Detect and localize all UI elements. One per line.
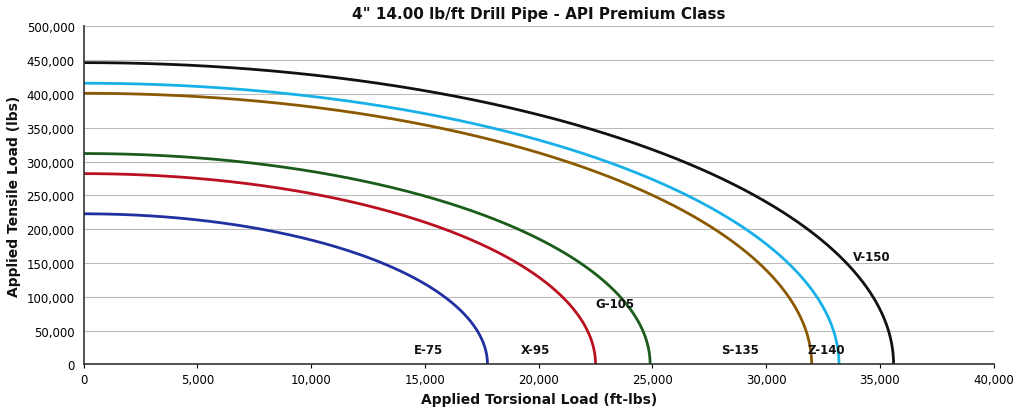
Text: X-95: X-95 [521,343,550,356]
Title: 4" 14.00 lb/ft Drill Pipe - API Premium Class: 4" 14.00 lb/ft Drill Pipe - API Premium … [352,7,725,22]
Text: G-105: G-105 [595,298,635,311]
Text: V-150: V-150 [853,250,890,263]
X-axis label: Applied Torsional Load (ft-lbs): Applied Torsional Load (ft-lbs) [421,392,657,406]
Text: E-75: E-75 [414,343,443,356]
Text: Z-140: Z-140 [808,343,844,356]
Text: S-135: S-135 [721,343,759,356]
Y-axis label: Applied Tensile Load (lbs): Applied Tensile Load (lbs) [7,95,21,296]
